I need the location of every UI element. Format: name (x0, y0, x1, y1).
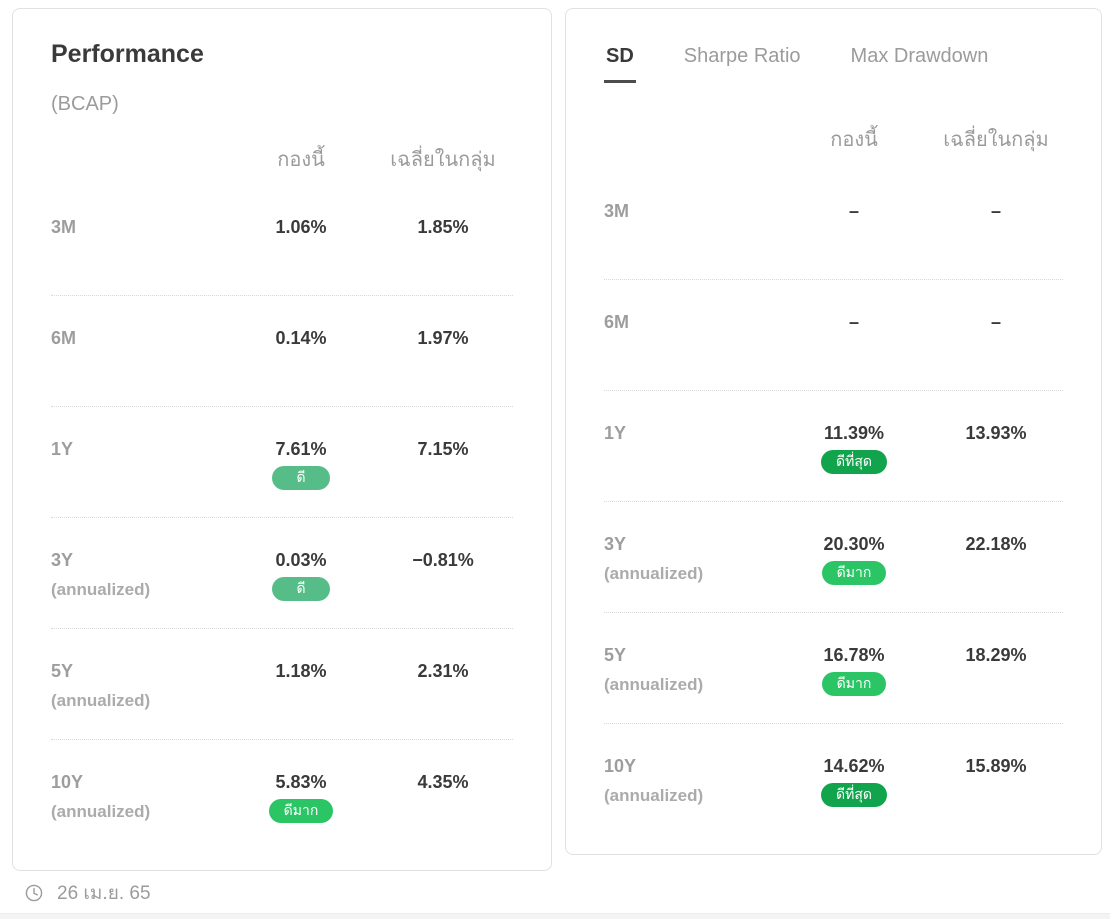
fund-value: 0.03% (275, 550, 327, 570)
fund-value: 1.18% (275, 661, 327, 681)
category-average-value: 7.15% (417, 439, 469, 459)
row-note: (annualized) (604, 675, 704, 694)
rating-badge: ดีมาก (268, 799, 334, 823)
category-average-value: 4.35% (417, 772, 469, 792)
bottom-divider (0, 913, 1110, 919)
fund-value: 5.83% (275, 772, 327, 792)
table-row-6m: 6M 0.14% 1.97% (51, 296, 513, 407)
rating-badge: ดี (272, 577, 330, 601)
row-period: 5Y (51, 661, 74, 681)
table-row-10y: 10Y (annualized) 5.83% ดีมาก 4.35% (51, 740, 513, 850)
row-note (604, 451, 784, 475)
row-note: (annualized) (51, 580, 151, 599)
performance-column-headers: กองนี้ เฉลี่ยในกลุ่ม (51, 147, 513, 173)
rating-badge: ดี (272, 466, 330, 490)
performance-card: Performance (BCAP) กองนี้ เฉลี่ยในกลุ่ม … (12, 8, 552, 871)
category-average-value: 1.97% (417, 328, 469, 348)
category-average-value: 22.18% (965, 534, 1027, 554)
clock-icon (25, 884, 43, 902)
risk-column-headers: กองนี้ เฉลี่ยในกลุ่ม (604, 127, 1063, 153)
column-header-category-average: เฉลี่ยในกลุ่ม (390, 149, 496, 171)
row-note: (annualized) (604, 786, 704, 805)
rating-badge: ดีที่สุด (821, 450, 887, 474)
performance-table: 3M 1.06% 1.85% 6M 0.14% 1.97% (51, 185, 513, 850)
performance-title: Performance (51, 40, 204, 68)
row-note (51, 467, 231, 491)
tab-sharpe-ratio[interactable]: Sharpe Ratio (682, 39, 803, 80)
rating-badge: ดีมาก (821, 561, 887, 585)
column-header-fund: กองนี้ (277, 149, 325, 171)
column-spacer (604, 127, 784, 153)
row-note: (annualized) (604, 564, 704, 583)
rating-badge: ดีมาก (821, 672, 887, 696)
rating-badge: ดีที่สุด (821, 783, 887, 807)
row-period: 1Y (51, 439, 74, 459)
table-row-3y: 3Y (annualized) 0.03% ดี −0.81% (51, 518, 513, 629)
risk-table: 3M – – 6M – – 1Y (604, 169, 1063, 834)
row-note (51, 245, 231, 269)
tab-sd[interactable]: SD (604, 39, 636, 83)
tab-label: Sharpe Ratio (683, 45, 801, 67)
as-of-date-footer: 26 เม.ย. 65 (25, 878, 151, 908)
row-note: (annualized) (51, 691, 151, 710)
table-row-3m: 3M 1.06% 1.85% (51, 185, 513, 296)
risk-stats-card: SD Sharpe Ratio Max Drawdown กองนี้ เฉลี… (565, 8, 1102, 855)
row-period: 3M (604, 201, 630, 221)
row-period: 6M (51, 328, 77, 348)
tab-label: Max Drawdown (850, 45, 989, 67)
row-period: 10Y (604, 756, 637, 776)
row-period: 6M (604, 312, 630, 332)
column-header-category-average: เฉลี่ยในกลุ่ม (943, 129, 1049, 151)
row-note (604, 229, 784, 253)
row-note (604, 340, 784, 364)
as-of-date: 26 เม.ย. 65 (57, 883, 151, 904)
row-period: 3Y (604, 534, 627, 554)
row-note (51, 356, 231, 380)
category-average-value: −0.81% (412, 550, 474, 570)
row-period: 1Y (604, 423, 627, 443)
fund-value: 0.14% (275, 328, 327, 348)
fund-value: – (848, 312, 859, 332)
fund-code-subtitle: (BCAP) (51, 93, 119, 115)
table-row-3m: 3M – – (604, 169, 1063, 280)
table-row-6m: 6M – – (604, 280, 1063, 391)
category-average-value: – (990, 201, 1001, 221)
fund-value: 16.78% (823, 645, 885, 665)
tab-label: SD (606, 45, 634, 67)
row-period: 3Y (51, 550, 74, 570)
fund-value: 14.62% (823, 756, 885, 776)
table-row-5y: 5Y (annualized) 16.78% ดีมาก 18.29% (604, 613, 1063, 724)
tab-max-drawdown[interactable]: Max Drawdown (849, 39, 991, 80)
fund-value: 20.30% (823, 534, 885, 554)
fund-value: 11.39% (823, 423, 885, 443)
table-row-1y: 1Y 11.39% ดีที่สุด 13.93% (604, 391, 1063, 502)
category-average-value: 1.85% (417, 217, 469, 237)
column-header-fund: กองนี้ (830, 129, 878, 151)
category-average-value: 13.93% (965, 423, 1027, 443)
column-spacer (51, 147, 231, 173)
fund-value: – (848, 201, 859, 221)
table-row-5y: 5Y (annualized) 1.18% 2.31% (51, 629, 513, 740)
table-row-10y: 10Y (annualized) 14.62% ดีที่สุด 15.89% (604, 724, 1063, 834)
table-row-3y: 3Y (annualized) 20.30% ดีมาก 22.18% (604, 502, 1063, 613)
category-average-value: 18.29% (965, 645, 1027, 665)
row-period: 5Y (604, 645, 627, 665)
category-average-value: – (990, 312, 1001, 332)
row-period: 10Y (51, 772, 84, 792)
row-note: (annualized) (51, 802, 151, 821)
stats-section: Performance (BCAP) กองนี้ เฉลี่ยในกลุ่ม … (12, 8, 1102, 871)
table-row-1y: 1Y 7.61% ดี 7.15% (51, 407, 513, 518)
risk-metric-tabs: SD Sharpe Ratio Max Drawdown (604, 39, 1063, 83)
row-period: 3M (51, 217, 77, 237)
fund-value: 7.61% (275, 439, 327, 459)
category-average-value: 15.89% (965, 756, 1027, 776)
category-average-value: 2.31% (417, 661, 469, 681)
fund-value: 1.06% (275, 217, 327, 237)
